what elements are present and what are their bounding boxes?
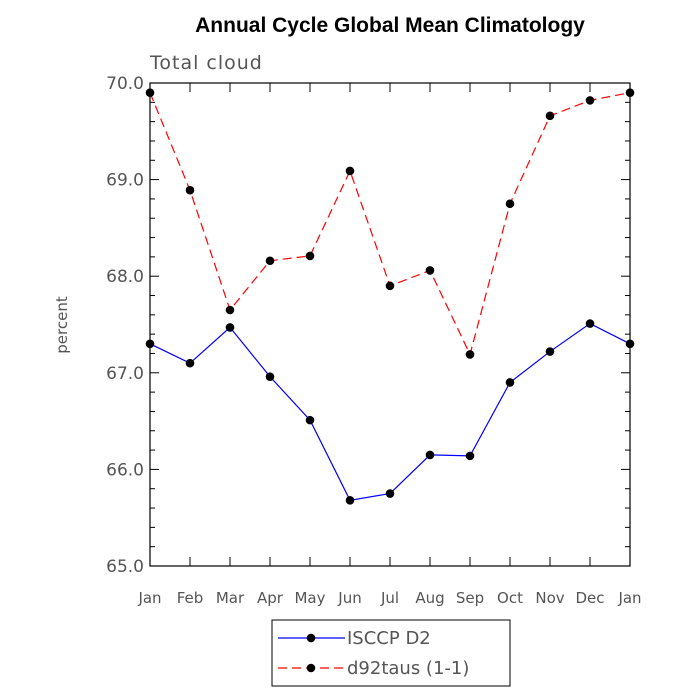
x-tick-label: Jul — [380, 589, 399, 607]
x-tick-label: Sep — [456, 589, 484, 607]
series-1-point — [225, 323, 235, 332]
series-1-point — [625, 339, 635, 349]
x-tick-label: Oct — [497, 589, 523, 607]
series-2-point — [225, 305, 235, 315]
series-2-point — [385, 281, 395, 291]
x-tick-label: Feb — [177, 589, 204, 607]
series-1-point — [385, 489, 395, 498]
x-tick-label: Jun — [337, 589, 361, 607]
x-tick-label: Jan — [617, 589, 641, 607]
series-line-2 — [149, 92, 631, 357]
x-tick-label: Mar — [216, 589, 245, 607]
series-2-point — [185, 185, 195, 195]
x-tick-label: Jan — [137, 589, 161, 607]
series-2-point — [145, 88, 155, 97]
series-2-point — [585, 96, 595, 105]
x-tick-label: Apr — [257, 589, 284, 607]
chart-subtitle: Total cloud — [149, 52, 263, 74]
legend-marker-2 — [306, 663, 316, 673]
series-2-point — [625, 88, 635, 97]
series-2-point — [545, 111, 555, 121]
y-tick-label: 67.0 — [106, 364, 144, 384]
legend-box — [271, 619, 511, 687]
x-tick-label: Nov — [535, 589, 564, 607]
series-1-point — [425, 450, 435, 460]
series-1-point — [545, 347, 555, 356]
series-1-point — [505, 378, 515, 387]
series-1-point — [145, 339, 155, 349]
y-tick-label: 70.0 — [106, 74, 144, 94]
y-tick-label: 66.0 — [106, 460, 144, 480]
y-tick-label: 68.0 — [106, 267, 144, 287]
y-axis-label: percent — [53, 296, 71, 354]
x-tick-label: Aug — [415, 589, 444, 607]
y-tick-label: 65.0 — [106, 557, 144, 577]
series-2-point — [305, 251, 315, 261]
y-tick-label: 69.0 — [106, 171, 144, 191]
y-ticks: 65.0 66.0 67.0 68.0 69.0 70.0 — [106, 74, 630, 577]
x-ticks: Jan Feb Mar Apr May Jun Jul Aug Sep Oct Nov Dec Jan — [137, 83, 642, 607]
series-2-point — [425, 266, 435, 275]
series-1-point — [465, 451, 475, 461]
chart-title: Annual Cycle Global Mean Climatology — [195, 14, 585, 37]
series-layer — [145, 88, 635, 505]
legend-marker-1 — [306, 633, 316, 643]
series-1-point — [265, 372, 275, 381]
x-tick-label: May — [294, 589, 325, 607]
series-1-point — [185, 358, 195, 368]
series-2-point — [345, 166, 355, 176]
series-2-point — [265, 256, 275, 266]
x-tick-label: Dec — [575, 589, 604, 607]
series-1-point — [345, 496, 355, 505]
legend-label-2: d92taus (1-1) — [347, 658, 469, 679]
legend: ISCCP D2 d92taus (1-1) — [271, 619, 511, 687]
legend-label-1: ISCCP D2 — [347, 628, 431, 649]
series-2-point — [505, 199, 515, 209]
series-1-point — [585, 319, 595, 328]
series-line-1 — [149, 322, 631, 501]
series-1-point — [305, 415, 315, 425]
series-2-point — [465, 350, 475, 359]
